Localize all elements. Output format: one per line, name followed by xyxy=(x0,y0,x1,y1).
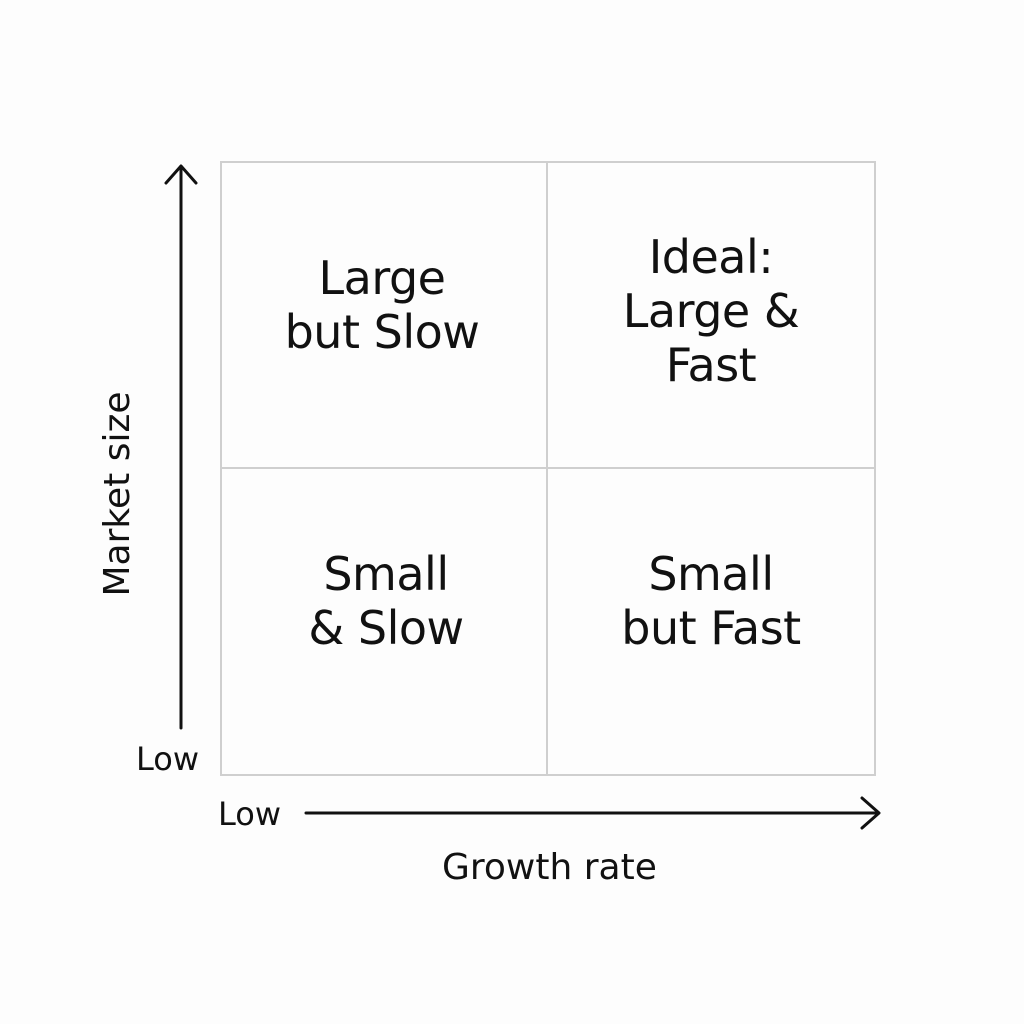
x-axis-title: Growth rate xyxy=(442,847,657,888)
quadrant-small-but-fast: Small but Fast xyxy=(548,469,874,775)
quadrant-large-but-slow: Large but Slow xyxy=(222,163,548,469)
quadrant-label-top-right: Ideal: Large & Fast xyxy=(622,229,800,392)
quadrant-label-bottom-right: Small but Fast xyxy=(621,547,801,656)
quadrant-small-and-slow: Small & Slow xyxy=(222,468,548,774)
y-axis-title: Market size xyxy=(97,391,138,597)
quadrant-label-top-left: Large but Slow xyxy=(284,250,480,359)
quadrant-ideal: Ideal: Large & Fast xyxy=(548,163,874,469)
x-axis-arrowhead-icon xyxy=(860,796,881,830)
quadrant-label-bottom-left: Small & Slow xyxy=(308,547,464,656)
quadrant-matrix: Large but Slow Ideal: Large & Fast Small… xyxy=(220,161,876,776)
x-axis-low-label: Low xyxy=(218,795,282,833)
y-axis-arrowhead-icon xyxy=(164,164,198,185)
y-axis-low-label: Low xyxy=(136,740,200,778)
